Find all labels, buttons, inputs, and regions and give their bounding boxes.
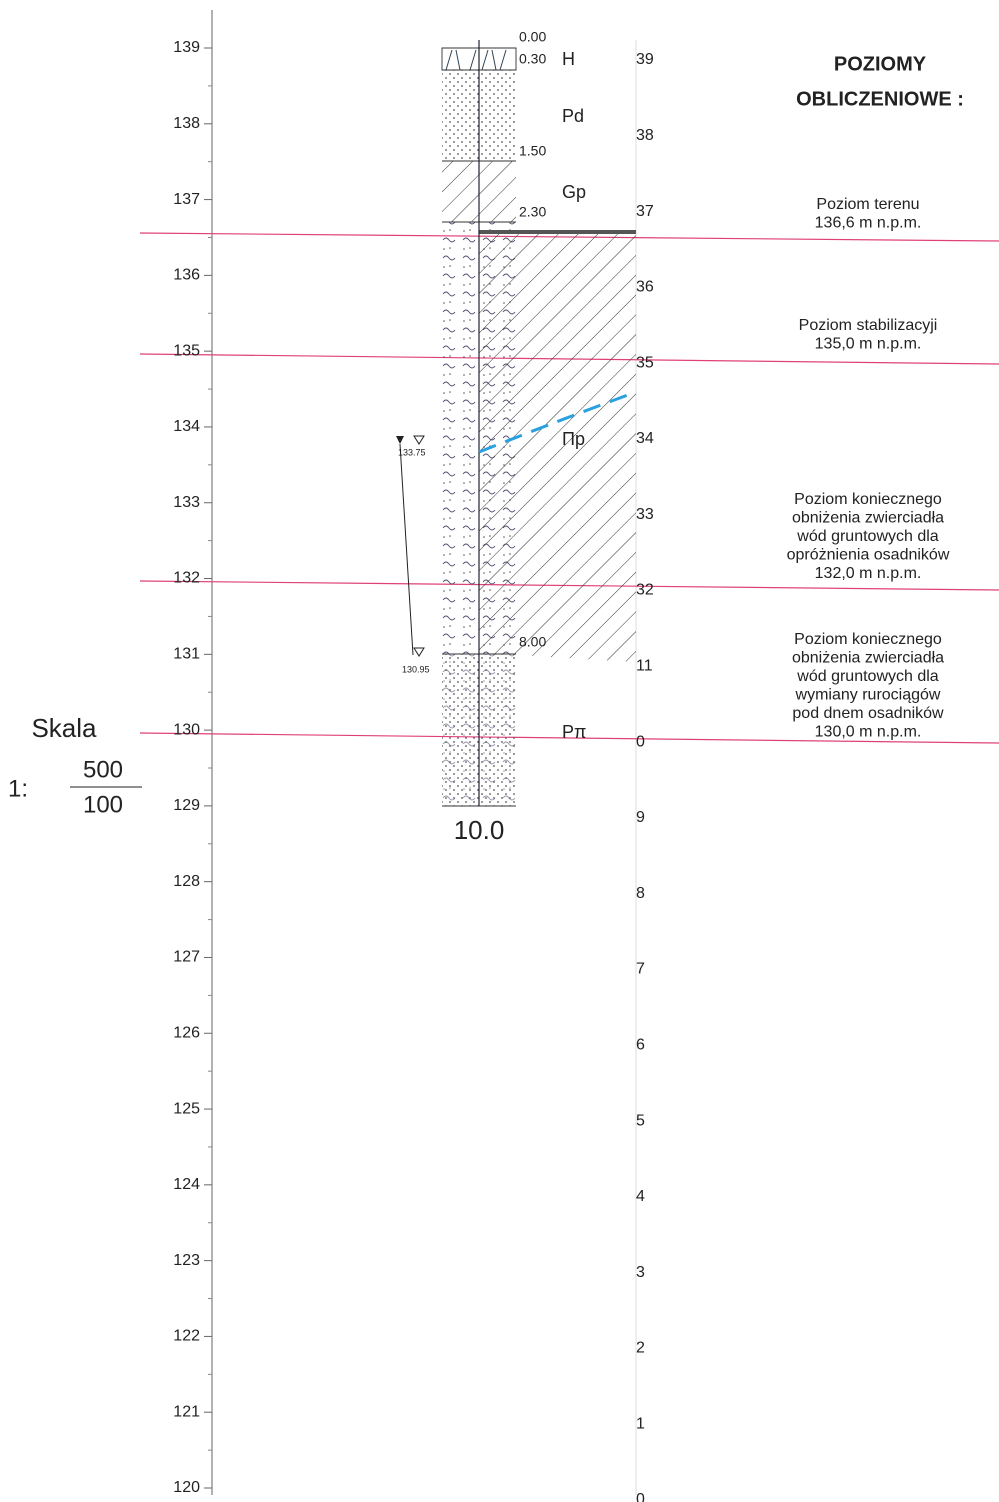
- right-tick-label: 35: [636, 354, 654, 371]
- levels-title: OBLICZENIOWE :: [796, 88, 964, 110]
- tick-label: 121: [173, 1403, 200, 1420]
- level-text: 130,0 m n.p.m.: [815, 724, 922, 741]
- tick-label: 130: [173, 721, 200, 738]
- scale-prefix: 1:: [8, 775, 28, 802]
- right-tick-label: 11: [636, 658, 653, 675]
- right-tick-label: 32: [636, 582, 654, 599]
- right-tick-label: 39: [636, 51, 654, 68]
- tick-label: 139: [173, 39, 200, 56]
- level-text: obniżenia zwierciadła: [792, 650, 944, 667]
- water-level: 133.75: [398, 447, 426, 457]
- level-text: Poziom stabilizacyji: [799, 317, 938, 334]
- tick-label: 138: [173, 115, 200, 132]
- hatched-area: [479, 232, 636, 662]
- water-bottom: 130.95: [402, 664, 430, 674]
- level-text: wód gruntowych dla: [796, 528, 939, 545]
- right-tick-label: 4: [636, 1188, 645, 1205]
- level-text: 135,0 m n.p.m.: [815, 336, 922, 353]
- right-tick-label: 38: [636, 127, 654, 144]
- layer-label: H: [562, 49, 575, 69]
- scale-label: Skala: [31, 713, 97, 743]
- water-line: [400, 444, 413, 655]
- depth-label: 0.30: [519, 51, 546, 67]
- tick-label: 135: [173, 342, 200, 359]
- tick-label: 136: [173, 267, 200, 284]
- right-tick-label: 1: [636, 1415, 645, 1432]
- tick-label: 125: [173, 1100, 200, 1117]
- right-tick-label: 8: [636, 885, 645, 902]
- levels-title: POZIOMY: [834, 53, 927, 75]
- borehole-column: 133.75 130.95 10.0: [396, 40, 636, 845]
- depth-label: 0.00: [519, 29, 546, 45]
- tick-label: 137: [173, 191, 200, 208]
- right-tick-label: 33: [636, 506, 654, 523]
- level-text: wymiany rurociągów: [795, 687, 941, 704]
- level-text: wód gruntowych dla: [796, 668, 939, 685]
- tick-label: 124: [173, 1176, 200, 1193]
- level-text: opróżnienia osadników: [787, 547, 950, 564]
- right-tick-label: 9: [636, 809, 645, 826]
- scale-numerator: 500: [83, 756, 123, 783]
- tick-label: 131: [173, 646, 200, 663]
- layer-label: Pd: [562, 106, 584, 126]
- scale-denominator: 100: [83, 791, 123, 818]
- tick-label: 122: [173, 1328, 200, 1345]
- tick-label: 123: [173, 1252, 200, 1269]
- right-tick-label: 3: [636, 1264, 645, 1281]
- tick-label: 133: [173, 494, 200, 511]
- depth-label: 2.30: [519, 204, 546, 220]
- water-marker: [396, 436, 404, 444]
- total-depth: 10.0: [454, 815, 505, 845]
- level-text: Poziom koniecznego: [794, 491, 942, 508]
- right-tick-label: 36: [636, 279, 654, 296]
- depth-label: 8.00: [519, 634, 546, 650]
- right-tick-label: 0: [636, 1491, 645, 1502]
- depth-label: 1.50: [519, 143, 546, 159]
- tick-label: 134: [173, 418, 200, 435]
- level-text: pod dnem osadników: [792, 705, 944, 722]
- layer-label: Pπ: [562, 722, 586, 742]
- tick-label: 129: [173, 797, 200, 814]
- level-text: obniżenia zwierciadła: [792, 510, 944, 527]
- tick-label: 126: [173, 1024, 200, 1041]
- borehole-diagram: 133.75 130.95 10.0 POZIOMY OBLICZENIOWE …: [0, 0, 999, 1502]
- right-tick-label: 2: [636, 1340, 645, 1357]
- level-text: Poziom koniecznego: [794, 631, 942, 648]
- tick-label: 132: [173, 570, 200, 587]
- right-tick-label: 6: [636, 1036, 645, 1053]
- tick-label: 128: [173, 873, 200, 890]
- right-tick-label: 5: [636, 1112, 645, 1129]
- right-tick-label: 0: [636, 733, 645, 750]
- right-tick-label: 7: [636, 961, 645, 978]
- level-text: Poziom terenu: [816, 196, 919, 213]
- level-text: 136,6 m n.p.m.: [815, 215, 922, 232]
- layer-label: Πp: [562, 429, 585, 449]
- level-text: 132,0 m n.p.m.: [815, 565, 922, 582]
- right-tick-label: 37: [636, 203, 654, 220]
- layer-label: Gp: [562, 182, 586, 202]
- tick-label: 120: [173, 1479, 200, 1496]
- right-tick-label: 34: [636, 430, 654, 447]
- tick-label: 127: [173, 949, 200, 966]
